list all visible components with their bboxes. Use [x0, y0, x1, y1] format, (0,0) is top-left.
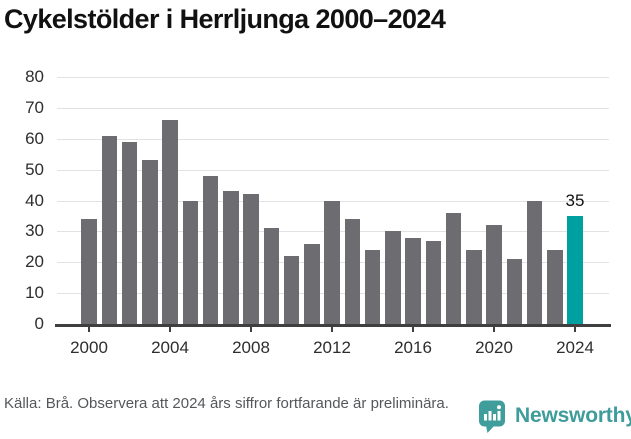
bar-2014 [364, 249, 381, 324]
bar-2018 [445, 212, 462, 324]
x-axis-tick-label: 2008 [232, 338, 270, 357]
bar-2006 [202, 175, 219, 324]
y-axis-tick-label: 50 [25, 159, 44, 179]
bar-2002 [121, 141, 138, 324]
x-axis-tick [331, 326, 333, 332]
bar-2000 [81, 219, 97, 324]
bar-2016 [405, 237, 421, 324]
x-axis-tick [574, 326, 576, 332]
x-axis-tick-label: 2012 [313, 338, 351, 357]
highlight-value-label: 35 [565, 190, 585, 210]
bar-2022 [526, 200, 543, 324]
newsworthy-chart-bubble-icon [479, 400, 505, 433]
source-note: Källa: Brå. Observera att 2024 års siffr… [4, 395, 449, 412]
newsworthy-wordmark: Newsworthy [515, 404, 631, 427]
bar-2004 [162, 120, 178, 324]
bar-2012 [324, 200, 340, 324]
gridline-y60 [57, 138, 609, 140]
bar-2020 [486, 225, 502, 324]
bar-2009 [263, 228, 279, 324]
x-axis-tick-label: 2024 [556, 338, 594, 357]
chart-title: Cykelstölder i Herrljunga 2000–2024 [4, 4, 446, 34]
newsworthy-brand: Newsworthy [478, 398, 631, 434]
x-axis-tick [88, 326, 90, 332]
x-axis-tick-label: 2020 [475, 338, 513, 357]
y-axis-tick-label: 10 [25, 283, 44, 303]
bar-2013 [344, 219, 360, 324]
bar-2010 [283, 256, 300, 324]
bar-2008 [243, 194, 259, 324]
bar-2021 [506, 259, 522, 324]
x-axis-tick [493, 326, 495, 332]
bar-2003 [142, 160, 158, 324]
gridline-y70 [57, 107, 609, 109]
y-axis-tick-label: 40 [25, 190, 44, 210]
bar-2024 [567, 215, 583, 324]
x-axis-tick [412, 326, 414, 332]
bar-2023 [547, 249, 563, 324]
bar-2019 [466, 249, 482, 324]
y-axis-tick-label: 20 [25, 252, 44, 272]
bar-2005 [182, 200, 198, 324]
y-axis-tick-label: 0 [34, 314, 44, 333]
y-axis-tick-label: 30 [25, 221, 44, 241]
x-axis-tick-label: 2004 [151, 338, 189, 357]
y-axis-tick-label: 60 [25, 128, 44, 148]
bar-2001 [101, 135, 117, 324]
y-axis-tick-label: 80 [25, 67, 44, 86]
bar-2017 [425, 240, 441, 324]
gridline-y50 [57, 169, 609, 171]
x-axis-line [55, 324, 611, 327]
x-axis-tick [250, 326, 252, 332]
gridline-y80 [57, 77, 609, 78]
y-axis-tick-label: 70 [25, 97, 44, 117]
bar-2011 [304, 243, 320, 324]
bar-2015 [385, 231, 401, 324]
x-axis-tick [169, 326, 171, 332]
x-axis-tick-label: 2016 [394, 338, 432, 357]
bar-2007 [223, 191, 239, 324]
x-axis-tick-label: 2000 [70, 338, 108, 357]
